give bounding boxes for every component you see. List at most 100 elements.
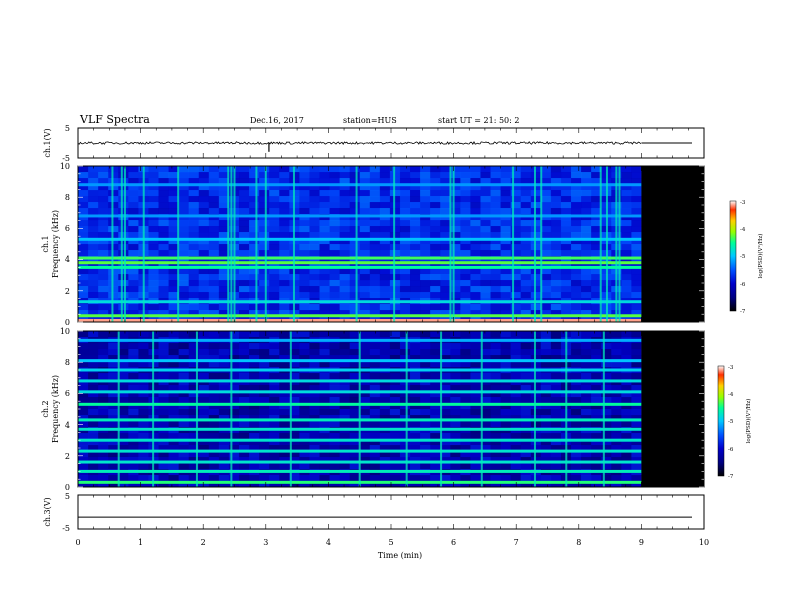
ch1-spectrogram-cell xyxy=(188,190,200,197)
ch1-spectrogram-cell xyxy=(369,250,381,257)
ch1-spectrogram-cell xyxy=(88,196,99,203)
ch2-spectrogram-cell xyxy=(329,439,340,446)
ch1-spectrogram-cell xyxy=(450,274,461,281)
ch2-spectrogram-cell xyxy=(440,385,451,392)
ch2-spectrogram-cell xyxy=(299,421,310,428)
ch1-spectrogram-cell xyxy=(309,220,320,227)
ch2-spectrogram-cell xyxy=(128,421,139,428)
ch2-spectrogram-cell xyxy=(309,415,320,422)
ch2-spectrogram-cell xyxy=(228,463,240,470)
ch2-spectrogram-cell xyxy=(269,355,280,362)
ch2-spectrogram-cell xyxy=(410,421,421,428)
ch2-spectrogram-cell xyxy=(259,373,270,380)
ch1-spectrogram-cell xyxy=(269,202,280,209)
ch1-spectrogram-cell xyxy=(279,292,290,299)
ch2-spectrogram-cell xyxy=(399,439,411,446)
ch2-spectrogram-cell xyxy=(369,463,381,470)
ch1-spectrogram-cell xyxy=(128,166,139,173)
ch2-spectrogram-cell xyxy=(399,331,411,338)
ch1-spectrogram-cell xyxy=(238,178,250,185)
ch2-spectrogram-cell xyxy=(611,439,622,446)
ch1-spectrogram-cell xyxy=(259,292,270,299)
ch1-spectrogram-cell xyxy=(279,250,290,257)
ch2-spectrogram-cell xyxy=(249,355,260,362)
ch2-spectrogram-cell xyxy=(601,475,612,482)
ch1-spectrogram-cell xyxy=(480,268,491,275)
ch2-spectrogram-cell xyxy=(510,463,521,470)
ch2-spectrogram-cell xyxy=(470,331,481,338)
ch2-spectrogram-cell xyxy=(540,475,552,482)
ch2-spectrogram-cell xyxy=(138,373,149,380)
panel-tick-marks xyxy=(77,128,705,529)
ch2-spectrogram-cell xyxy=(420,481,431,488)
ch2-spectrogram-cell xyxy=(631,343,642,350)
ch1-spectrogram-cell xyxy=(420,232,431,239)
ch2-spectrogram-cell xyxy=(178,409,189,416)
ch2-spectrogram-cell xyxy=(88,349,99,356)
ch1-spectrogram-cell xyxy=(470,232,481,239)
ch2-spectrogram-cell xyxy=(520,451,532,458)
ch1-spectrogram-cell xyxy=(621,190,632,197)
ch1-spectrogram-cell xyxy=(369,244,381,251)
ch2-spectrogram-cell xyxy=(178,391,189,398)
ch2-spectrogram-cell xyxy=(218,397,230,404)
ch1-spectrogram-cell xyxy=(480,262,491,269)
ch1-spectrogram-cell xyxy=(621,184,632,191)
ch1-spectrogram-cell xyxy=(450,166,461,173)
ch2-spectrogram-cell xyxy=(329,463,340,470)
ch2-spectrogram-cell xyxy=(359,385,371,392)
ch1-spectrogram-sferic xyxy=(615,166,618,322)
ch1-spectrogram-cell xyxy=(158,310,169,317)
ch1-spectrogram-cell xyxy=(591,238,602,245)
ch2-spectrogram-cell xyxy=(339,433,350,440)
ch2-spectrogram-cell xyxy=(178,385,189,392)
ch1-spectrogram-cell xyxy=(98,226,109,233)
ch1-spectrogram-cell xyxy=(440,244,451,251)
ch2-spectrogram-cell xyxy=(480,397,491,404)
ch1-spectrogram-cell xyxy=(480,202,491,209)
ch2-spectrogram-cell xyxy=(570,463,582,470)
ch2-spectrogram-cell xyxy=(218,331,230,338)
ch1-spectrogram-cell xyxy=(269,184,280,191)
ch2-spectrogram-cell xyxy=(570,481,582,488)
ch1-spectrogram-cell xyxy=(88,238,99,245)
ch2-spectrogram-cell xyxy=(218,403,230,410)
ch1-spectrogram-cell xyxy=(631,280,642,287)
ch1-spectrogram-cell xyxy=(379,226,391,233)
ch1-spectrogram-cell xyxy=(319,208,330,215)
ch2-spectrogram-cell xyxy=(500,355,511,362)
ch1-spectrogram-cell xyxy=(560,226,572,233)
ch2-spectrogram-cell xyxy=(500,391,511,398)
ch1-spectrogram-cell xyxy=(158,196,169,203)
ch2-spectrogram-cell xyxy=(349,481,360,488)
ch1-spectrogram-cell xyxy=(581,304,592,311)
ch2-spectrogram-cell xyxy=(520,403,532,410)
ch1-spectrogram-cell xyxy=(540,274,552,281)
ch1-spectrogram-cell xyxy=(510,238,521,245)
ch2-spectrogram-cell xyxy=(470,433,481,440)
ch1-spectrogram-cell xyxy=(550,172,562,179)
ch2-spectrogram-cell xyxy=(178,397,189,404)
ch2-spectrogram-cell xyxy=(178,439,189,446)
ch2-spectrogram-cell xyxy=(510,481,521,488)
ch2-spectrogram-cell xyxy=(460,445,471,452)
ch2-spectrogram-cell xyxy=(581,397,592,404)
ch1-spectrogram-cell xyxy=(631,292,642,299)
ch1-spectrogram-cell xyxy=(540,190,552,197)
ch2-spectrogram-cell xyxy=(238,439,250,446)
ch2-spectrogram-cell xyxy=(550,385,562,392)
ch2-spectrogram-cell xyxy=(259,475,270,482)
ch1-spectrogram-cell xyxy=(339,226,350,233)
ch1-spectrogram-cell xyxy=(309,178,320,185)
ch1-spectrogram-cell xyxy=(470,184,481,191)
ch2-spectrogram-cell xyxy=(339,463,350,470)
ch2-spectrogram-cell xyxy=(349,451,360,458)
ch1-spectrogram-cell xyxy=(88,304,99,311)
ch2-spectrogram-cell xyxy=(208,475,220,482)
ch1-spectrogram-cell xyxy=(158,226,169,233)
ch2-spectrogram-cell xyxy=(631,451,642,458)
ch1-spectrogram-panel: 10 8 6 4 2 0 ch.1 Frequency (kHz) xyxy=(41,162,705,327)
ch2-spectrogram-cell xyxy=(88,385,99,392)
ch1-spectrogram-cell xyxy=(98,184,109,191)
ch1-spectrogram-cell xyxy=(570,244,582,251)
